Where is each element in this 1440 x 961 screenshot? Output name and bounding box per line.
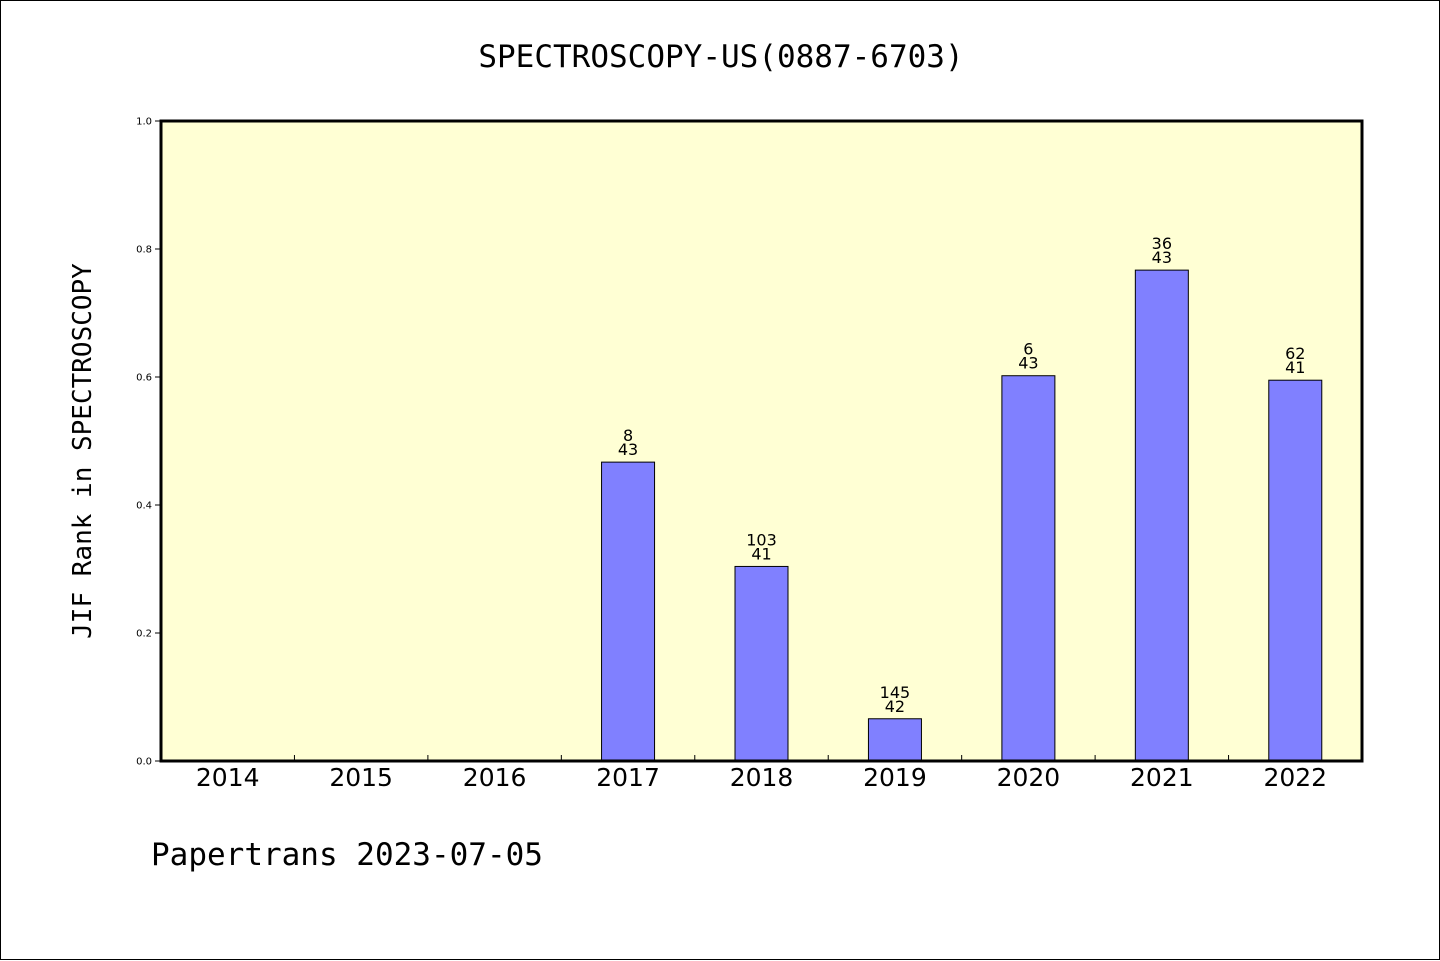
bar (734, 565, 789, 762)
data-label-top: 145 (880, 683, 911, 702)
y-tick-label: 0.8 (136, 245, 152, 256)
x-tick-label: 2019 (863, 763, 927, 792)
x-tick-label: 2022 (1263, 763, 1327, 792)
data-label-bottom: 43 (1018, 354, 1038, 373)
data-label-bottom: 43 (618, 440, 638, 459)
bar (1001, 375, 1056, 762)
data-label-top: 103 (746, 530, 777, 549)
x-tick-label: 2017 (596, 763, 660, 792)
data-label-top: 6 (1023, 340, 1033, 359)
x-tick-label: 2020 (997, 763, 1061, 792)
data-label-bottom: 42 (885, 697, 905, 716)
y-tick-label: 0.4 (136, 501, 152, 512)
y-tick-label: 0.2 (136, 629, 152, 640)
y-axis-label: JIF Rank in SPECTROSCOPY (68, 263, 98, 639)
y-tick-label: 0.6 (136, 373, 152, 384)
chart-title: SPECTROSCOPY-US(0887-6703) (478, 39, 963, 75)
bar (601, 461, 656, 762)
x-tick-label: 2015 (329, 763, 393, 792)
footer-credit: Papertrans 2023-07-05 (151, 837, 543, 873)
data-label-bottom: 41 (751, 544, 771, 563)
x-tick-label: 2014 (196, 763, 260, 792)
y-tick-label: 1.0 (136, 117, 152, 128)
y-tick-label: 0.0 (136, 757, 152, 768)
data-label-bottom: 43 (1152, 248, 1172, 267)
x-tick-label: 2018 (730, 763, 794, 792)
data-label-top: 62 (1285, 344, 1305, 363)
data-label-top: 8 (623, 426, 633, 445)
bar (1268, 379, 1323, 762)
x-tick-label: 2016 (463, 763, 527, 792)
data-label-bottom: 41 (1285, 358, 1305, 377)
bar (867, 718, 922, 762)
data-label-top: 36 (1152, 234, 1172, 253)
bar (1134, 269, 1189, 762)
x-tick-label: 2021 (1130, 763, 1194, 792)
plot-border (159, 119, 1364, 763)
